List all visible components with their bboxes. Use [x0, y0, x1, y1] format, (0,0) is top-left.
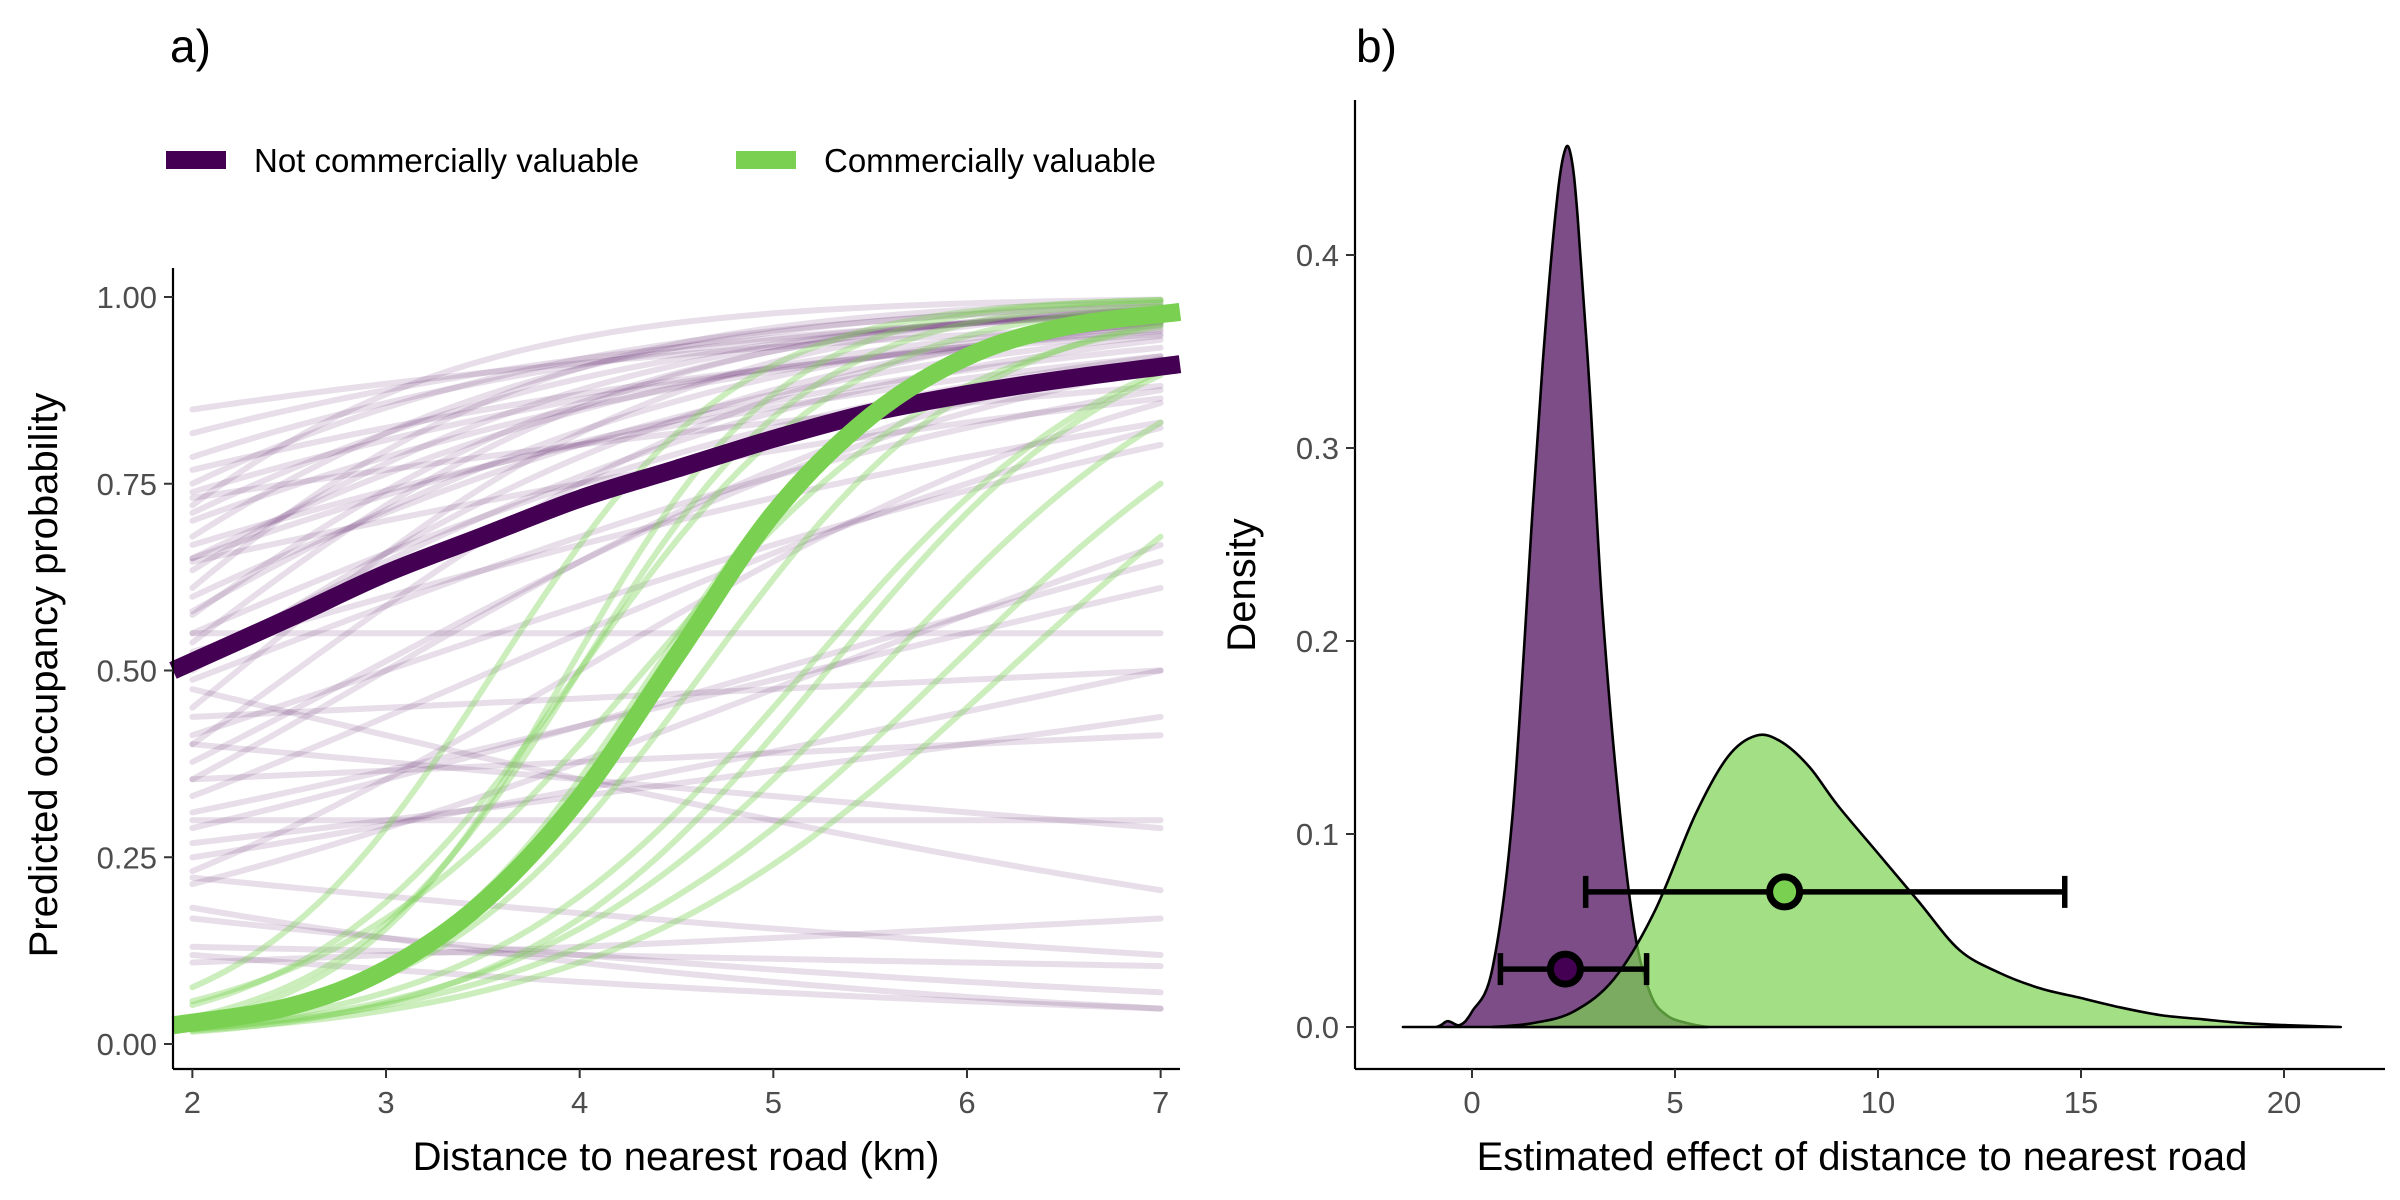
- panel-b-label: b): [1356, 20, 1397, 72]
- draw-line-commercial-9: [189, 480, 1164, 1033]
- draw-line-not-commercial-47: [189, 306, 1164, 618]
- point-estimate-commercial: [1766, 873, 1804, 911]
- draw-line-not-commercial-0: [189, 322, 1164, 413]
- x-tick-label: 10: [1861, 1085, 1895, 1120]
- x-tick-label: 2: [184, 1085, 201, 1120]
- draw-line-not-commercial-37: [189, 915, 1164, 966]
- x-tick-label: 7: [1152, 1085, 1169, 1120]
- y-axis-ticks: 0.00 0.25 0.50 0.75 1.00: [97, 280, 173, 1062]
- y-tick-label: 0.25: [97, 840, 157, 875]
- x-tick-label: 6: [958, 1085, 975, 1120]
- point-estimate-not-commercial: [1546, 950, 1584, 988]
- draw-line-not-commercial-49: [189, 336, 1164, 665]
- draw-line-not-commercial-25: [189, 383, 1164, 501]
- y-tick-label: 0.1: [1296, 817, 1339, 852]
- y-axis-title: Predicted occupancy probability: [22, 393, 66, 958]
- draw-line-not-commercial-26: [189, 419, 1164, 655]
- draw-line-not-commercial-32: [189, 874, 1164, 958]
- draw-line-not-commercial-44: [189, 387, 1164, 683]
- x-axis-ticks-b: 0 5 10 15 20: [1463, 1069, 2301, 1120]
- draw-line-not-commercial-12: [189, 365, 1164, 765]
- draw-line-commercial-2: [189, 323, 1164, 1005]
- mean-lines: [169, 302, 1182, 1035]
- draw-line-commercial-1: [189, 297, 1164, 1026]
- panel-a: a) Not commercially valuable Commerciall…: [22, 20, 1182, 1179]
- draw-line-not-commercial-17: [189, 713, 1164, 847]
- x-tick-label: 5: [1666, 1085, 1683, 1120]
- draw-line-not-commercial-20: [189, 310, 1164, 460]
- y-tick-label: 0.0: [1296, 1010, 1339, 1045]
- draw-line-not-commercial-30: [189, 732, 1164, 783]
- draw-line-not-commercial-15: [189, 400, 1164, 875]
- draw-line-not-commercial-2: [189, 344, 1164, 562]
- draw-line-not-commercial-41: [189, 311, 1164, 437]
- draw-line-commercial-11: [189, 299, 1164, 1021]
- draw-line-not-commercial-11: [189, 302, 1164, 540]
- x-tick-label: 20: [2267, 1085, 2301, 1120]
- draw-line-not-commercial-36: [189, 952, 1164, 1012]
- draw-line-not-commercial-28: [189, 541, 1164, 887]
- x-tick-label: 0: [1463, 1085, 1480, 1120]
- draw-line-not-commercial-35: [189, 943, 1164, 970]
- y-axis-ticks-b: 0.0 0.1 0.2 0.3 0.4: [1296, 238, 1355, 1045]
- draw-line-not-commercial-42: [189, 296, 1164, 509]
- y-tick-label: 0.00: [97, 1027, 157, 1062]
- legend-label-commercial: Commercially valuable: [824, 142, 1156, 179]
- draw-line-not-commercial-34: [189, 915, 1164, 996]
- x-tick-label: 3: [377, 1085, 394, 1120]
- draw-line-not-commercial-29: [189, 741, 1164, 832]
- x-tick-label: 5: [765, 1085, 782, 1120]
- posterior-draw-lines: [189, 296, 1164, 1035]
- mean-line-not-commercial: [169, 355, 1182, 679]
- panel-b: b) 0 5 10 15 20 0.0 0.1 0.2 0.3 0.4 Estimated ef…: [1220, 20, 2385, 1179]
- draw-line-commercial-6: [189, 419, 1164, 1033]
- x-axis-ticks: 2 3 4 5 6 7: [184, 1069, 1169, 1120]
- x-axis-title-b: Estimated effect of distance to nearest …: [1477, 1135, 2248, 1179]
- density-areas: [1401, 144, 2343, 1029]
- draw-line-not-commercial-40: [189, 667, 1164, 720]
- draw-line-commercial-10: [189, 303, 1164, 1008]
- draw-line-not-commercial-19: [189, 667, 1164, 861]
- draw-line-commercial-4: [189, 368, 1164, 1031]
- draw-line-not-commercial-45: [189, 353, 1164, 548]
- y-tick-label: 1.00: [97, 280, 157, 315]
- draw-line-not-commercial-16: [189, 558, 1164, 832]
- draw-line-not-commercial-21: [189, 333, 1164, 600]
- draw-line-not-commercial-14: [189, 424, 1164, 800]
- interval-estimates: [1497, 873, 2068, 988]
- draw-line-not-commercial-10: [189, 305, 1164, 646]
- y-tick-label: 0.50: [97, 654, 157, 689]
- y-tick-label: 0.3: [1296, 431, 1339, 466]
- draw-line-commercial-0: [189, 297, 1164, 991]
- x-axis-title: Distance to nearest road (km): [413, 1135, 940, 1179]
- x-tick-label: 15: [2064, 1085, 2098, 1120]
- y-tick-label: 0.2: [1296, 624, 1339, 659]
- draw-line-not-commercial-8: [189, 306, 1164, 574]
- draw-line-not-commercial-38: [189, 686, 1164, 894]
- y-axis-title-b: Density: [1220, 518, 1264, 651]
- panel-a-label: a): [170, 20, 211, 72]
- y-tick-label: 0.75: [97, 467, 157, 502]
- draw-line-commercial-5: [189, 533, 1164, 1034]
- draw-line-not-commercial-43: [189, 299, 1164, 591]
- draw-line-not-commercial-33: [189, 904, 1164, 1012]
- density-not-commercial: [1401, 144, 1709, 1029]
- mean-line-commercial: [171, 302, 1182, 1035]
- draw-line-commercial-8: [189, 371, 1164, 1035]
- legend: Not commercially valuable Commercially v…: [166, 142, 1156, 179]
- legend-label-not-commercial: Not commercially valuable: [254, 142, 639, 179]
- y-tick-label: 0.4: [1296, 238, 1339, 273]
- draw-line-not-commercial-9: [189, 308, 1164, 516]
- density-commercial: [1491, 733, 2343, 1029]
- draw-line-not-commercial-27: [189, 441, 1164, 739]
- draw-line-not-commercial-23: [189, 306, 1164, 711]
- draw-line-not-commercial-46: [189, 303, 1164, 487]
- draw-line-not-commercial-18: [189, 584, 1164, 816]
- x-tick-label: 4: [571, 1085, 588, 1120]
